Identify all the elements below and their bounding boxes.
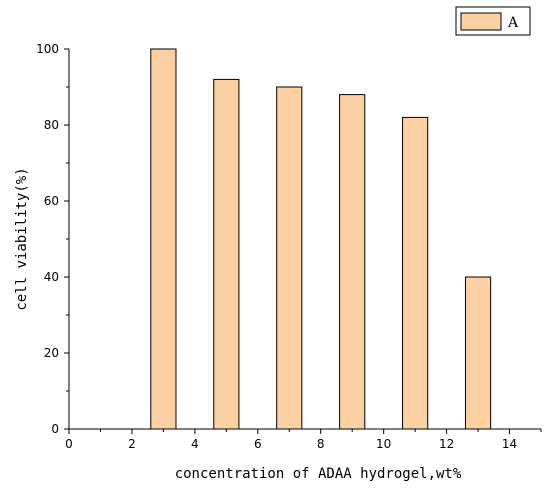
y-tick-label: 0 [51,422,59,436]
y-tick-label: 80 [44,118,59,132]
y-tick-label: 60 [44,194,59,208]
bars [150,48,492,430]
bar-13 [464,276,492,430]
legend: A [455,6,531,36]
y-tick-label: 20 [44,346,59,360]
x-tick-label: 10 [376,437,391,451]
bar-5 [213,78,240,430]
bar-3 [150,48,177,430]
legend-swatch-a [460,12,502,31]
y-tick-label: 40 [44,270,59,284]
x-tick-label: 12 [439,437,454,451]
y-axis-ticks: 0 20 40 60 80 100 [36,42,69,436]
bar-9 [339,94,366,430]
x-tick-label: 2 [128,437,136,451]
y-axis-label: cell viability(%) [14,167,30,310]
x-tick-label: 8 [317,437,325,451]
x-tick-label: 6 [254,437,262,451]
y-tick-label: 100 [36,42,59,56]
x-tick-label: 0 [65,437,73,451]
bar-7 [276,86,303,430]
x-axis-label: concentration of ADAA hydrogel,wt% [175,466,462,482]
x-tick-label: 4 [191,437,199,451]
legend-label-a: A [507,15,519,31]
x-tick-label: 14 [502,437,517,451]
x-axis-ticks: 0 2 4 6 8 10 12 14 [65,429,542,451]
bar-11 [402,116,429,430]
